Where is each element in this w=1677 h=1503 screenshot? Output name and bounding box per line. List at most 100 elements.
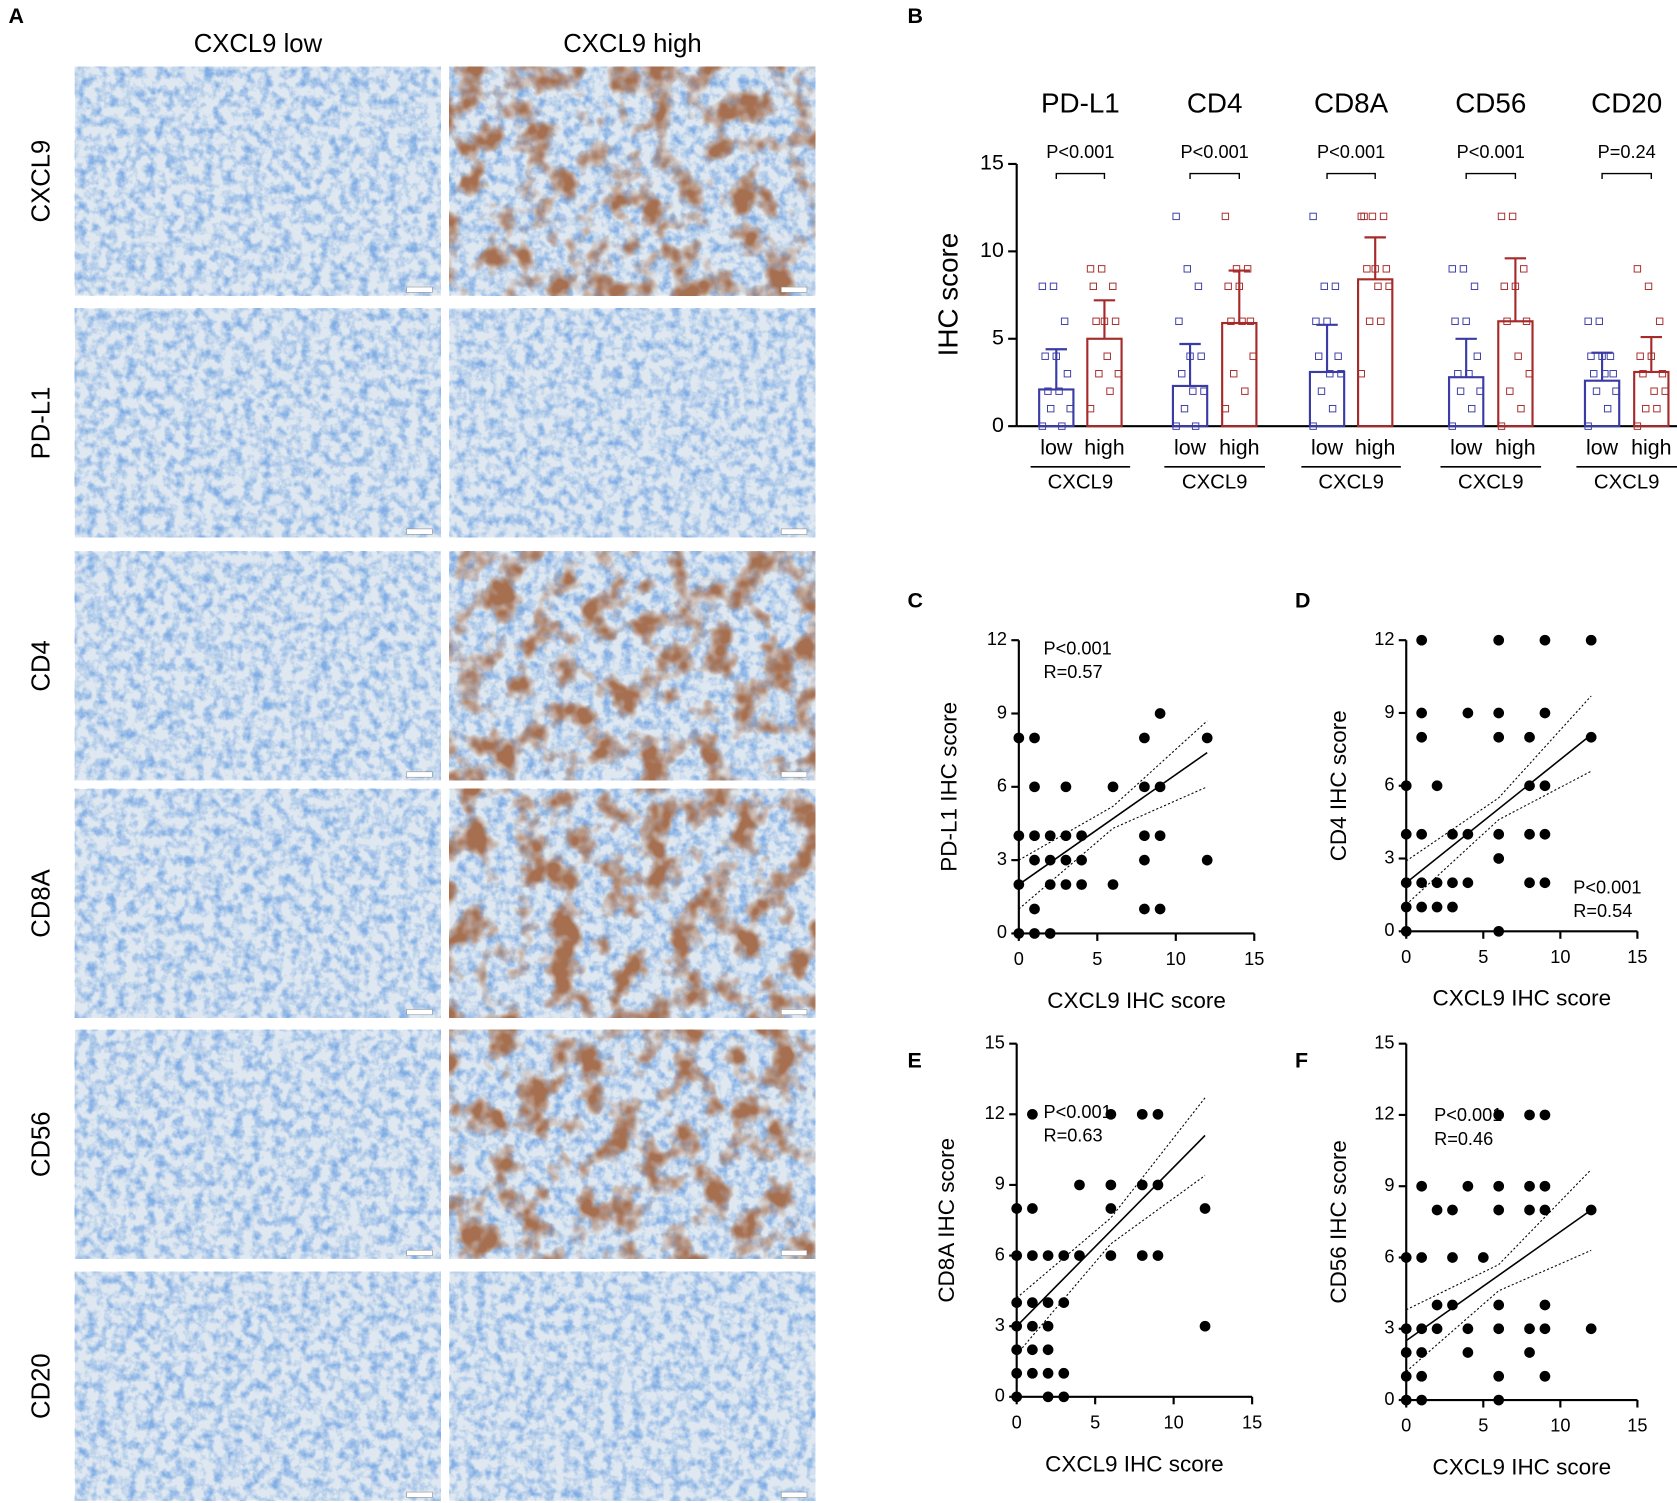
data-point — [1309, 422, 1317, 430]
y-tick-label: 3 — [1384, 847, 1394, 867]
data-point — [1114, 370, 1123, 378]
y-tick-label: 9 — [1384, 702, 1394, 722]
data-point — [1232, 265, 1241, 273]
micrograph-texture — [449, 308, 816, 538]
data-point — [1493, 1323, 1505, 1335]
data-point — [1095, 370, 1103, 378]
data-point — [1400, 1323, 1412, 1335]
fit-line — [1405, 734, 1592, 884]
data-point — [1585, 1204, 1597, 1216]
row-label: CD20 — [28, 1353, 56, 1419]
data-point — [1029, 830, 1040, 842]
x-tick-label: high — [1219, 435, 1259, 459]
annotation: P<0.001 — [1043, 639, 1111, 659]
data-point — [1076, 854, 1087, 866]
data-point — [1201, 854, 1213, 866]
x-tick-label: high — [1495, 435, 1535, 459]
data-point — [1107, 781, 1119, 793]
data-point — [1416, 901, 1428, 913]
y-tick-label: 0 — [992, 413, 1004, 437]
error-bar — [1316, 323, 1338, 372]
data-point — [1539, 877, 1551, 889]
p-value: P<0.001 — [1317, 142, 1385, 162]
bracket — [1465, 172, 1517, 179]
data-point — [1013, 830, 1025, 842]
y-tick-label: 15 — [985, 1032, 1005, 1052]
data-point — [1520, 265, 1528, 273]
data-point — [1525, 370, 1534, 378]
data-point — [1058, 1391, 1070, 1403]
data-point — [1326, 370, 1334, 378]
data-point — [1636, 352, 1644, 360]
data-point — [1416, 877, 1428, 889]
data-point — [1590, 370, 1598, 378]
y-tick-label: 3 — [995, 1315, 1005, 1335]
bar — [1086, 337, 1123, 428]
data-point — [1060, 854, 1072, 866]
data-point — [1447, 901, 1458, 913]
x-tick-label: high — [1631, 435, 1671, 459]
micrograph-stain — [449, 551, 816, 781]
y-tick-label: 15 — [980, 151, 1004, 175]
data-point — [1584, 317, 1592, 325]
data-point — [1431, 1323, 1443, 1335]
data-point — [1027, 1320, 1038, 1332]
data-point — [1076, 830, 1087, 842]
data-point — [1044, 928, 1056, 939]
data-point — [1058, 1297, 1070, 1309]
group-title: PD-L1 — [1041, 87, 1120, 118]
data-point — [1661, 387, 1669, 395]
bracket — [1601, 172, 1653, 179]
scale-bar — [780, 286, 808, 293]
annotation: R=0.63 — [1043, 1126, 1102, 1146]
y-axis-title: CD4 IHC score — [1326, 710, 1351, 861]
data-point — [1194, 282, 1203, 291]
data-point — [1416, 1394, 1428, 1406]
data-point — [1337, 370, 1345, 378]
x-tick-label: 15 — [1627, 947, 1647, 967]
data-point — [1400, 1370, 1412, 1382]
data-point — [1462, 877, 1474, 889]
data-point — [1508, 212, 1517, 221]
annotation: P<0.001 — [1434, 1105, 1502, 1125]
annotation: P<0.001 — [1573, 877, 1641, 897]
bar — [1221, 321, 1258, 428]
data-point — [1154, 903, 1166, 915]
error-bar — [1228, 269, 1250, 324]
row-label: CD56 — [28, 1111, 56, 1177]
bar — [1038, 388, 1075, 428]
data-point — [1431, 1204, 1443, 1216]
data-point — [1400, 901, 1412, 913]
data-point — [1493, 1204, 1505, 1216]
data-point — [1154, 830, 1166, 842]
data-point — [1221, 212, 1230, 221]
data-point — [1241, 387, 1249, 395]
data-point — [1524, 1204, 1535, 1216]
data-point — [1092, 317, 1100, 325]
data-point — [1154, 781, 1166, 793]
data-point — [1049, 282, 1058, 291]
y-axis-title: IHC score — [933, 233, 964, 357]
data-point — [1029, 732, 1040, 744]
y-axis-title: PD-L1 IHC score — [936, 702, 961, 872]
data-point — [1199, 1203, 1211, 1214]
x-tick-label: 5 — [1092, 949, 1102, 969]
data-point — [1503, 317, 1511, 325]
data-point — [1609, 370, 1617, 378]
confidence-band — [1406, 1169, 1592, 1311]
data-point — [1539, 1370, 1551, 1382]
data-point — [1011, 1391, 1023, 1403]
x-tick-label: 0 — [1401, 1416, 1411, 1436]
data-point — [1431, 1299, 1443, 1311]
y-tick-label: 6 — [995, 1244, 1005, 1264]
data-point — [1047, 404, 1055, 413]
data-point — [1416, 1347, 1428, 1358]
panel-letter: C — [908, 588, 923, 612]
confidence-band — [1405, 770, 1592, 906]
data-point — [1400, 1252, 1412, 1263]
group-title: CD56 — [1455, 87, 1526, 118]
scale-bar — [780, 1491, 808, 1498]
data-point — [1539, 780, 1551, 792]
data-point — [1154, 708, 1166, 719]
data-point — [1044, 830, 1056, 842]
